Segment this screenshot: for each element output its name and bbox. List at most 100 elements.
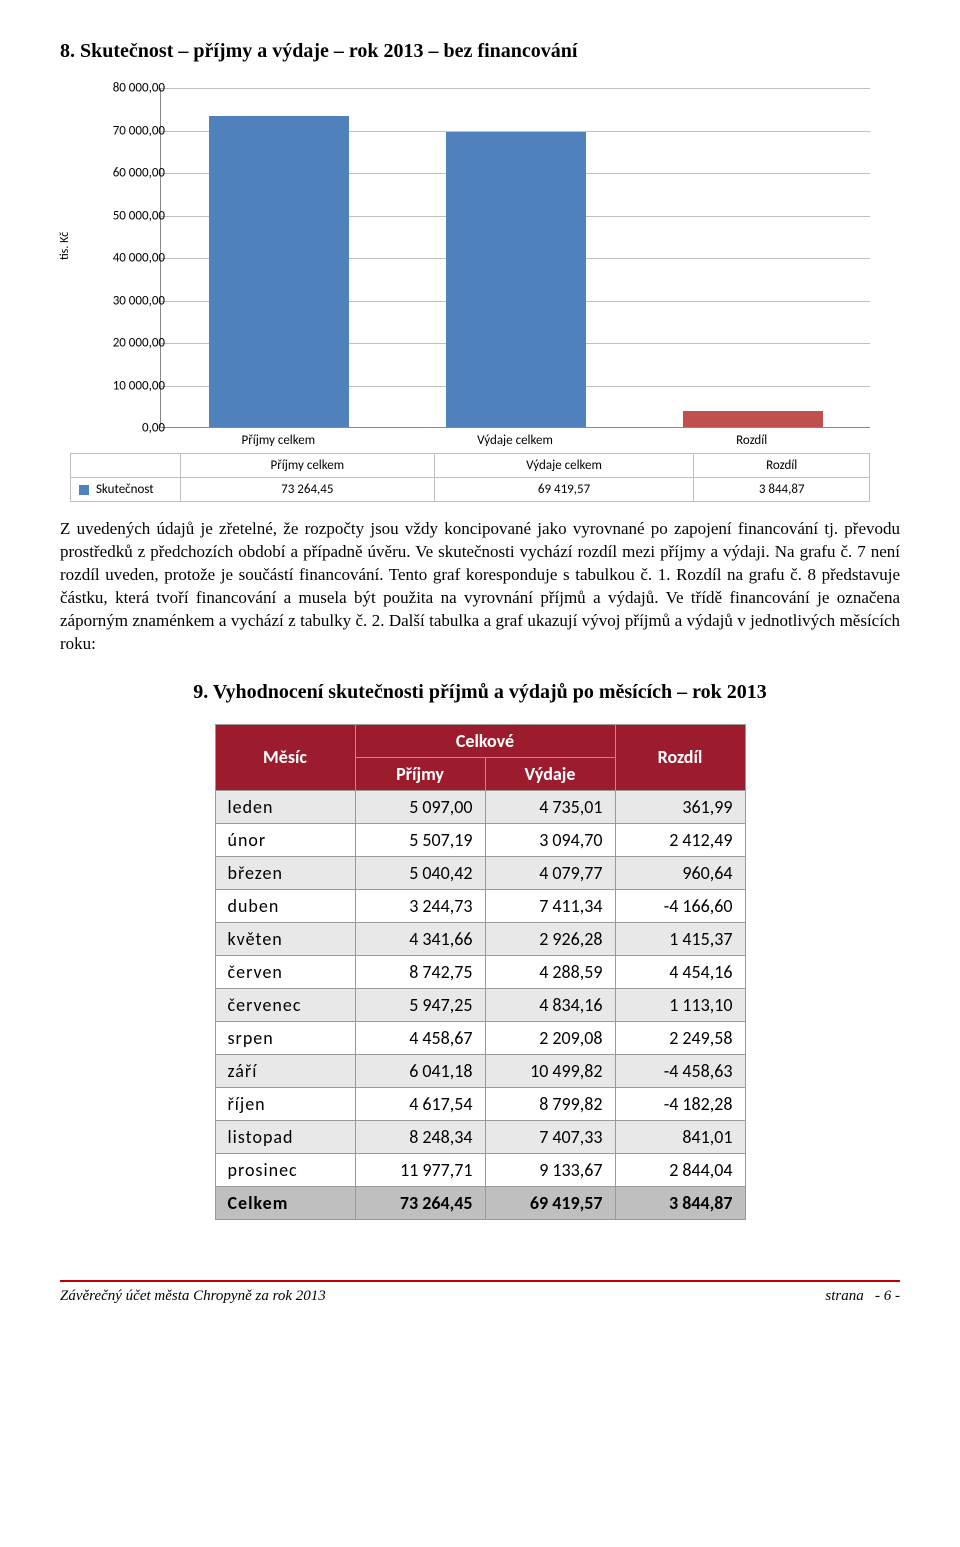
cell-prijmy: 8 248,34: [355, 1120, 485, 1153]
cell-prijmy: 4 458,67: [355, 1021, 485, 1054]
table-row: duben3 244,737 411,34-4 166,60: [215, 889, 745, 922]
footer-right-label: strana: [825, 1288, 863, 1304]
cell-month: duben: [215, 889, 355, 922]
cell-month: říjen: [215, 1087, 355, 1120]
cell-prijmy: 6 041,18: [355, 1054, 485, 1087]
cell-month: prosinec: [215, 1153, 355, 1186]
cell-month: červen: [215, 955, 355, 988]
cell-prijmy: 5 097,00: [355, 790, 485, 823]
monthly-table: Měsíc Celkové Rozdíl Příjmy Výdaje leden…: [215, 724, 746, 1220]
cell-rozdil: 1 113,10: [615, 988, 745, 1021]
legend-val-1: 69 419,57: [434, 478, 694, 502]
cell-vydaje: 69 419,57: [485, 1186, 615, 1219]
cell-rozdil: 361,99: [615, 790, 745, 823]
cell-prijmy: 4 341,66: [355, 922, 485, 955]
legend-cat-2: Rozdíl: [694, 454, 870, 478]
cell-prijmy: 5 947,25: [355, 988, 485, 1021]
cell-prijmy: 11 977,71: [355, 1153, 485, 1186]
y-tick-label: 10 000,00: [85, 378, 165, 393]
table-row: listopad8 248,347 407,33841,01: [215, 1120, 745, 1153]
table-row: březen5 040,424 079,77960,64: [215, 856, 745, 889]
legend-blank: [71, 454, 181, 478]
cell-vydaje: 4 288,59: [485, 955, 615, 988]
cell-prijmy: 5 040,42: [355, 856, 485, 889]
legend-series: Skutečnost: [71, 478, 181, 502]
body-paragraph: Z uvedených údajů je zřetelné, že rozpoč…: [60, 518, 900, 656]
x-category-label: Příjmy celkem: [163, 433, 393, 448]
cell-vydaje: 4 834,16: [485, 988, 615, 1021]
cell-rozdil: 841,01: [615, 1120, 745, 1153]
table-row: květen4 341,662 926,281 415,37: [215, 922, 745, 955]
th-rozdil: Rozdíl: [615, 724, 745, 790]
cell-vydaje: 3 094,70: [485, 823, 615, 856]
section9-title: 9. Vyhodnocení skutečnosti příjmů a výda…: [60, 681, 900, 704]
cell-rozdil: 4 454,16: [615, 955, 745, 988]
y-tick-label: 60 000,00: [85, 166, 165, 181]
legend-cat-1: Výdaje celkem: [434, 454, 694, 478]
table-row: leden5 097,004 735,01361,99: [215, 790, 745, 823]
y-tick-label: 50 000,00: [85, 208, 165, 223]
th-vydaje: Výdaje: [485, 757, 615, 790]
table-total-row: Celkem73 264,4569 419,573 844,87: [215, 1186, 745, 1219]
table-row: září6 041,1810 499,82-4 458,63: [215, 1054, 745, 1087]
bar: [683, 411, 823, 427]
cell-vydaje: 7 411,34: [485, 889, 615, 922]
y-axis-label: tis. Kč: [58, 232, 72, 260]
y-tick-label: 80 000,00: [85, 81, 165, 96]
legend-val-2: 3 844,87: [694, 478, 870, 502]
cell-prijmy: 8 742,75: [355, 955, 485, 988]
cell-rozdil: 3 844,87: [615, 1186, 745, 1219]
x-category-label: Rozdíl: [637, 433, 867, 448]
cell-rozdil: -4 458,63: [615, 1054, 745, 1087]
table-row: prosinec11 977,719 133,672 844,04: [215, 1153, 745, 1186]
y-tick-label: 30 000,00: [85, 293, 165, 308]
cell-rozdil: 960,64: [615, 856, 745, 889]
cell-vydaje: 7 407,33: [485, 1120, 615, 1153]
plot-area: [160, 88, 870, 428]
cell-prijmy: 73 264,45: [355, 1186, 485, 1219]
table-row: únor5 507,193 094,702 412,49: [215, 823, 745, 856]
cell-vydaje: 2 926,28: [485, 922, 615, 955]
cell-month: únor: [215, 823, 355, 856]
y-tick-label: 20 000,00: [85, 336, 165, 351]
legend-cat-0: Příjmy celkem: [181, 454, 435, 478]
y-tick-label: 0,00: [85, 421, 165, 436]
cell-month: leden: [215, 790, 355, 823]
cell-rozdil: -4 166,60: [615, 889, 745, 922]
cell-rozdil: 1 415,37: [615, 922, 745, 955]
page-footer: Závěrečný účet města Chropyně za rok 201…: [60, 1280, 900, 1305]
cell-month: květen: [215, 922, 355, 955]
cell-prijmy: 5 507,19: [355, 823, 485, 856]
x-category-label: Výdaje celkem: [400, 433, 630, 448]
footer-left: Závěrečný účet města Chropyně za rok 201…: [60, 1288, 326, 1305]
cell-month: červenec: [215, 988, 355, 1021]
y-tick-label: 40 000,00: [85, 251, 165, 266]
table-row: říjen4 617,548 799,82-4 182,28: [215, 1087, 745, 1120]
gridline: [161, 88, 870, 89]
page: 8. Skutečnost – příjmy a výdaje – rok 20…: [0, 0, 960, 1335]
footer-page-number: - 6 -: [875, 1288, 900, 1304]
cell-month: srpen: [215, 1021, 355, 1054]
cell-vydaje: 10 499,82: [485, 1054, 615, 1087]
table-row: červen8 742,754 288,594 454,16: [215, 955, 745, 988]
cell-month: březen: [215, 856, 355, 889]
cell-prijmy: 3 244,73: [355, 889, 485, 922]
cell-vydaje: 2 209,08: [485, 1021, 615, 1054]
cell-rozdil: 2 844,04: [615, 1153, 745, 1186]
cell-prijmy: 4 617,54: [355, 1087, 485, 1120]
cell-vydaje: 4 735,01: [485, 790, 615, 823]
th-celkove: Celkové: [355, 724, 615, 757]
section8-title: 8. Skutečnost – příjmy a výdaje – rok 20…: [60, 40, 900, 63]
cell-rozdil: -4 182,28: [615, 1087, 745, 1120]
chart-legend-table: Příjmy celkem Výdaje celkem Rozdíl Skute…: [70, 453, 870, 502]
legend-series-label: Skutečnost: [96, 482, 154, 497]
cell-month: Celkem: [215, 1186, 355, 1219]
cell-vydaje: 4 079,77: [485, 856, 615, 889]
cell-month: září: [215, 1054, 355, 1087]
legend-val-0: 73 264,45: [181, 478, 435, 502]
table-row: srpen4 458,672 209,082 249,58: [215, 1021, 745, 1054]
cell-vydaje: 8 799,82: [485, 1087, 615, 1120]
bar: [209, 116, 349, 427]
cell-vydaje: 9 133,67: [485, 1153, 615, 1186]
legend-swatch-icon: [79, 485, 89, 495]
